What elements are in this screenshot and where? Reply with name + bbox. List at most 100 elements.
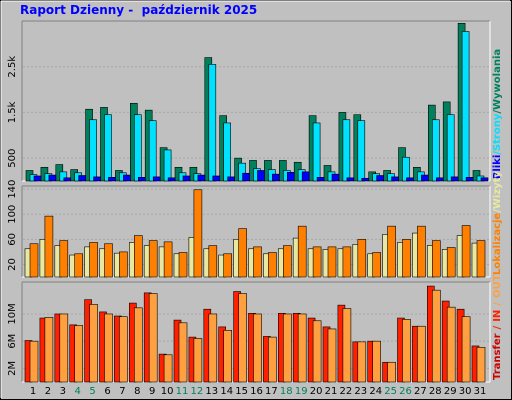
x-tick-label: 24 xyxy=(369,386,382,397)
bar xyxy=(59,171,68,182)
x-tick-label: 26 xyxy=(399,386,412,397)
bar xyxy=(461,225,471,278)
legend-label: Transfer xyxy=(492,333,503,380)
bar xyxy=(212,175,221,182)
bar xyxy=(119,251,128,278)
bar xyxy=(417,325,426,383)
x-tick-label: 8 xyxy=(134,386,140,397)
bar xyxy=(197,174,206,182)
bar xyxy=(342,246,352,278)
legend: Lokalizacje/Wizyty xyxy=(492,171,503,275)
bar xyxy=(163,241,173,278)
bar xyxy=(421,174,429,182)
x-tick-label: 14 xyxy=(220,386,233,397)
bar xyxy=(476,347,486,383)
bar xyxy=(372,340,382,383)
bar xyxy=(446,247,456,278)
bar xyxy=(59,313,69,383)
bar xyxy=(208,245,218,278)
bar xyxy=(480,177,489,182)
bar xyxy=(178,322,188,383)
y-tick-label: 6M xyxy=(7,334,18,349)
panel xyxy=(22,21,490,181)
bar xyxy=(297,313,307,383)
x-tick-label: 23 xyxy=(354,386,367,397)
bar xyxy=(182,175,191,182)
bar xyxy=(357,120,366,182)
bar xyxy=(193,189,203,278)
legend-separator: / xyxy=(492,302,503,306)
bar xyxy=(402,239,411,278)
x-tick-label: 30 xyxy=(459,386,472,397)
bar xyxy=(193,338,203,383)
bar xyxy=(342,119,351,182)
y-tick-label: 60 xyxy=(7,233,18,246)
bar xyxy=(301,171,310,182)
bar xyxy=(461,316,471,383)
bar xyxy=(327,328,337,383)
bar xyxy=(387,361,396,383)
bar xyxy=(282,245,292,278)
bar xyxy=(138,177,146,182)
legend: Transfer / IN / OUT xyxy=(492,274,503,380)
bar xyxy=(253,313,262,383)
bar xyxy=(238,228,247,278)
bar xyxy=(48,174,57,182)
bar xyxy=(134,307,143,383)
bar xyxy=(29,243,39,278)
x-tick-label: 18 xyxy=(280,386,293,397)
x-tick-label: 20 xyxy=(310,386,323,397)
bar xyxy=(450,176,459,182)
x-tick-label: 19 xyxy=(295,386,308,397)
bar xyxy=(461,31,470,182)
bar xyxy=(59,240,69,278)
bar xyxy=(357,239,367,278)
bar xyxy=(297,225,307,278)
bar xyxy=(312,122,321,182)
bar xyxy=(223,253,232,278)
bar xyxy=(208,313,218,383)
bar xyxy=(402,319,411,383)
x-tick-label: 27 xyxy=(414,386,427,397)
x-tick-label: 17 xyxy=(265,386,278,397)
x-tick-label: 3 xyxy=(60,386,66,397)
bar xyxy=(178,252,188,278)
legend-entry: OUT xyxy=(492,274,503,298)
bar xyxy=(361,177,370,182)
x-tick-label: 2 xyxy=(45,386,51,397)
bar xyxy=(108,177,116,182)
x-tick-label: 12 xyxy=(191,386,204,397)
legend-separator: / xyxy=(492,325,503,329)
bar xyxy=(387,225,396,278)
legend-entry: Pliki xyxy=(492,155,503,179)
bar xyxy=(476,240,486,278)
bar xyxy=(312,320,322,383)
bar xyxy=(431,240,441,278)
chart-title: Raport Dzienny - październik 2025 xyxy=(20,3,257,17)
bar xyxy=(104,243,113,278)
x-tick-label: 28 xyxy=(429,386,442,397)
bar xyxy=(376,175,385,182)
bar xyxy=(44,215,54,278)
x-tick-label: 1 xyxy=(30,386,36,397)
bar xyxy=(223,122,231,182)
bar xyxy=(286,172,295,182)
bar xyxy=(148,240,158,278)
bar xyxy=(227,176,235,182)
bar xyxy=(282,313,292,383)
y-tick-label: 100 xyxy=(7,205,18,224)
bar xyxy=(152,176,161,182)
legend-separator: / xyxy=(492,209,503,213)
x-tick-label: 9 xyxy=(149,386,155,397)
x-tick-label: 5 xyxy=(89,386,95,397)
bar xyxy=(208,64,217,182)
bar xyxy=(417,225,426,278)
bar xyxy=(89,242,98,278)
bar xyxy=(148,120,157,182)
bar xyxy=(78,175,86,182)
bar xyxy=(89,119,97,182)
bar xyxy=(74,325,83,383)
bar xyxy=(316,177,325,182)
bar xyxy=(268,336,277,383)
bar xyxy=(242,172,250,182)
